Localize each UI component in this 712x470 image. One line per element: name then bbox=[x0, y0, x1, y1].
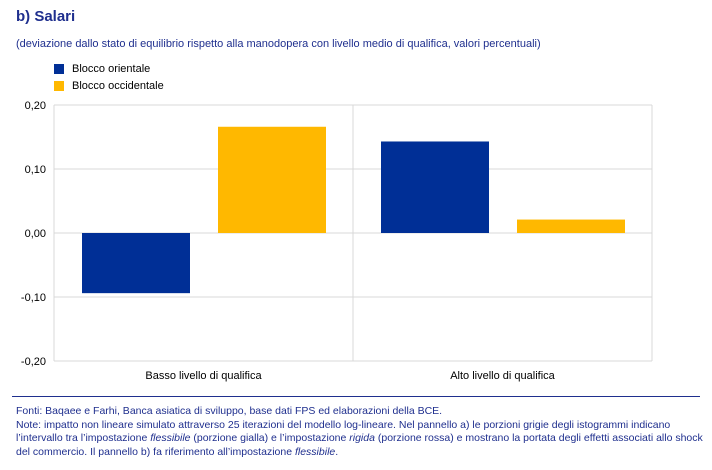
y-tick-label: 0,00 bbox=[25, 228, 46, 240]
x-category-label: Alto livello di qualifica bbox=[450, 370, 555, 382]
legend-item-series1: Blocco orientale bbox=[54, 60, 164, 77]
legend-label-series1: Blocco orientale bbox=[72, 62, 151, 75]
legend-swatch-series1 bbox=[54, 63, 64, 74]
chart-subtitle: (deviazione dallo stato di equilibrio ri… bbox=[16, 38, 541, 50]
footer-note: Note: impatto non lineare simulato attra… bbox=[16, 418, 703, 458]
legend: Blocco orientale Blocco occidentale bbox=[54, 60, 164, 94]
footer-notes: Fonti: Baqaee e Farhi, Banca asiatica di… bbox=[16, 405, 706, 459]
legend-swatch-series2 bbox=[54, 80, 64, 91]
y-tick-label: -0,10 bbox=[21, 292, 46, 304]
chart-title: b) Salari bbox=[16, 8, 76, 25]
footer-sources: Fonti: Baqaee e Farhi, Banca asiatica di… bbox=[16, 405, 443, 417]
legend-item-series2: Blocco occidentale bbox=[54, 77, 164, 94]
bar-2-1 bbox=[218, 126, 326, 233]
bar-chart: 0,20 0,10 0,00 -0,10 -0,20 Basso livello di q… bbox=[21, 100, 653, 382]
y-tick-label: 0,20 bbox=[25, 100, 46, 112]
x-category-label: Basso livello di qualifica bbox=[145, 370, 262, 382]
bar-2-2 bbox=[517, 219, 625, 233]
y-tick-label: 0,10 bbox=[25, 164, 46, 176]
bar-1-2 bbox=[381, 141, 489, 233]
footer-separator bbox=[12, 396, 700, 397]
bar-1-1 bbox=[82, 233, 190, 294]
legend-label-series2: Blocco occidentale bbox=[72, 79, 164, 92]
y-tick-label: -0,20 bbox=[21, 356, 46, 368]
